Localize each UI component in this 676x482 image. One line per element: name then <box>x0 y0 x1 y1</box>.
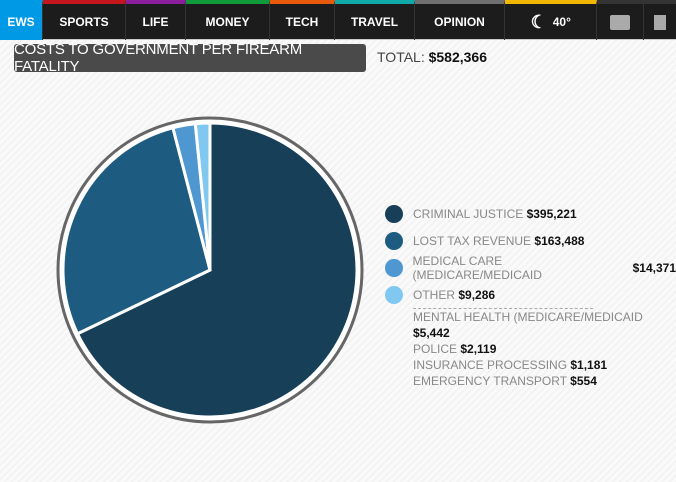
breakdown-label: INSURANCE PROCESSING <box>413 358 568 372</box>
tab-travel[interactable]: TRAVEL <box>335 0 415 40</box>
legend-value: $163,488 <box>534 233 585 248</box>
legend-value: $14,371 <box>632 260 676 275</box>
legend-label: LOST TAX REVENUE <box>413 233 532 248</box>
legend-value: $395,221 <box>526 206 577 221</box>
weather-widget[interactable]: ☾ 40° <box>505 0 598 40</box>
total: TOTAL: $582,366 <box>377 49 487 65</box>
camera-button[interactable] <box>597 0 645 40</box>
legend-item: LOST TAX REVENUE $163,488 <box>385 227 676 254</box>
legend-label: MEDICAL CARE (MEDICARE/MEDICAID <box>412 253 542 282</box>
pie-chart <box>56 116 364 424</box>
total-value: $582,366 <box>428 49 488 65</box>
pie-slice-0[interactable] <box>75 121 359 419</box>
breakdown-value: $5,442 <box>413 326 450 340</box>
other-breakdown-item: INSURANCE PROCESSING $1,181 <box>413 357 676 373</box>
legend-dot <box>385 204 403 223</box>
total-label: TOTAL: <box>377 49 425 65</box>
chart-title: COSTS TO GOVERNMENT PER FIREARM FATALITY <box>14 41 366 75</box>
legend-dot <box>385 231 403 250</box>
camera-icon <box>610 14 631 30</box>
tab-sports[interactable]: SPORTS <box>43 0 126 40</box>
newspaper-icon <box>654 14 667 30</box>
other-breakdown-item: POLICE $2,119 <box>413 341 676 357</box>
breakdown-label: EMERGENCY TRANSPORT <box>413 374 567 388</box>
more-button[interactable] <box>644 0 676 40</box>
legend-label: OTHER <box>413 287 455 302</box>
partly-cloudy-moon-icon: ☾ <box>530 11 547 32</box>
top-nav: EWS SPORTS LIFE MONEY TECH TRAVEL OPINION ☾ 40… <box>0 0 676 40</box>
legend-item: MEDICAL CARE (MEDICARE/MEDICAID $14,371 <box>385 253 676 282</box>
temperature: 40° <box>552 15 571 29</box>
tab-money[interactable]: MONEY <box>186 0 270 40</box>
breakdown-label: POLICE <box>413 342 458 356</box>
pie-slice-1[interactable] <box>61 125 212 336</box>
breakdown-label: MENTAL HEALTH (MEDICARE/MEDICAID <box>413 310 643 324</box>
legend-item: CRIMINAL JUSTICE $395,221 <box>385 200 676 227</box>
pie-slice-3[interactable] <box>193 121 212 271</box>
other-breakdown-item: EMERGENCY TRANSPORT $554 <box>413 373 676 389</box>
legend-dot <box>385 285 403 304</box>
other-breakdown-item: MENTAL HEALTH (MEDICARE/MEDICAID $5,442 <box>413 309 676 341</box>
tab-ews[interactable]: EWS <box>0 0 43 40</box>
breakdown-value: $2,119 <box>460 342 497 356</box>
tab-opinion[interactable]: OPINION <box>415 0 505 40</box>
legend: CRIMINAL JUSTICE $395,221 LOST TAX REVENU… <box>385 200 676 389</box>
legend-item: OTHER $9,286 <box>385 281 676 308</box>
legend-label: CRIMINAL JUSTICE <box>413 206 524 221</box>
divider <box>413 308 593 309</box>
legend-dot <box>385 258 403 277</box>
tab-life[interactable]: LIFE <box>126 0 186 40</box>
legend-value: $9,286 <box>458 287 496 302</box>
breakdown-value: $554 <box>570 374 597 388</box>
breakdown-value: $1,181 <box>570 358 608 372</box>
tab-tech[interactable]: TECH <box>270 0 335 40</box>
